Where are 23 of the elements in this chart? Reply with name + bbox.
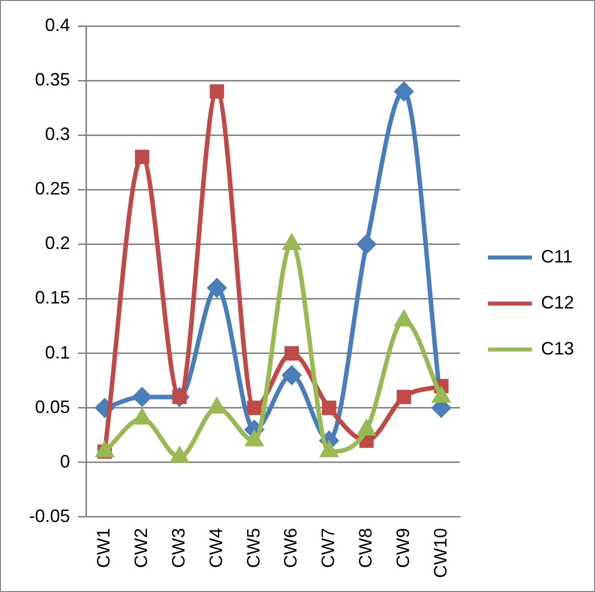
- x-tick-label: CW9: [392, 528, 413, 568]
- x-tick-label: CW6: [280, 528, 301, 568]
- y-tick-label: 0.4: [44, 14, 70, 35]
- y-tick-label: 0.35: [34, 70, 70, 90]
- y-tick-label: 0.15: [34, 288, 70, 308]
- y-tick-label: 0.2: [44, 233, 70, 254]
- legend-label: C13: [540, 338, 574, 358]
- legend-label: C12: [540, 292, 574, 312]
- x-tick-label: CW1: [94, 528, 114, 568]
- x-tick-label: CW2: [131, 528, 152, 568]
- y-tick-label: 0.25: [34, 178, 70, 199]
- y-tick-label: 0.3: [44, 124, 70, 144]
- legend-label: C11: [540, 246, 573, 266]
- x-tick-label: CW3: [168, 528, 188, 568]
- y-tick-label: 0: [60, 451, 70, 472]
- x-tick-label: CW8: [355, 528, 376, 568]
- x-tick-label: CW5: [243, 528, 264, 568]
- y-tick-label: 0.05: [34, 396, 70, 417]
- x-tick-label: CW4: [206, 528, 226, 568]
- x-tick-label: CW10: [430, 528, 450, 578]
- y-tick-label: 0.1: [44, 342, 70, 362]
- y-tick-label: -0.05: [28, 506, 70, 526]
- x-tick-label: CW7: [318, 528, 338, 568]
